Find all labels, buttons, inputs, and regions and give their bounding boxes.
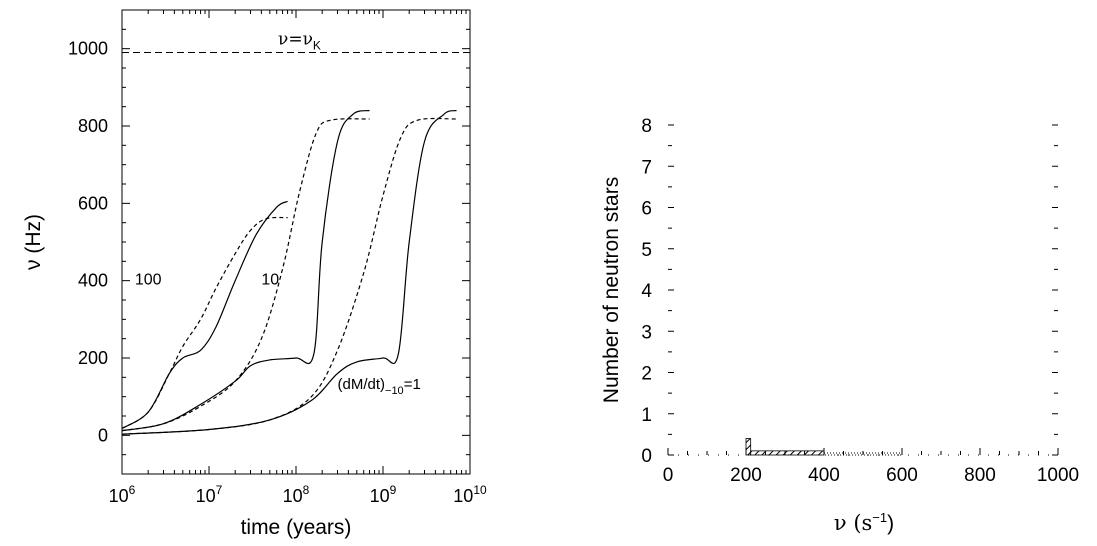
left-x-tick-label: 1010 — [453, 483, 487, 506]
histogram-bin-2 — [823, 452, 903, 456]
left-y-tick-label: 400 — [78, 271, 108, 291]
left-y-axis-label: ν (Hz) — [22, 214, 45, 270]
right-x-tick-label: 400 — [808, 465, 840, 486]
right-y-tick-label: 4 — [641, 281, 652, 302]
left-y-tick-label: 1000 — [68, 39, 108, 59]
series-curve-1-dashed — [121, 216, 288, 429]
series-curve-4-solid — [121, 109, 457, 435]
right-x-tick-label: 800 — [964, 465, 996, 486]
right-x-tick-label: 600 — [886, 465, 918, 486]
curve-annotations: 100 10 (dM/dt)−10=1 — [135, 272, 421, 397]
right-y-tick-label: 7 — [641, 157, 652, 178]
left-y-tick-label: 600 — [78, 193, 108, 213]
left-y-tick-label: 800 — [78, 116, 108, 136]
left-x-axis-label: time (years) — [241, 516, 352, 539]
histogram-chart: 0 200 400 600 800 1000 0 1 2 3 4 5 6 7 8 ν (s−1) Numbe… — [600, 116, 1079, 535]
annotation-100: 100 — [135, 272, 162, 289]
right-y-tick-label: 0 — [641, 446, 652, 467]
left-x-tick-label: 106 — [109, 483, 136, 506]
right-y-tick-label: 8 — [641, 116, 652, 137]
series-curve-5-dashed — [121, 117, 457, 435]
right-x-tick-label: 1000 — [1037, 465, 1079, 486]
annotation-accretion-rate: (dM/dt)−10=1 — [338, 376, 421, 397]
left-x-tick-label: 109 — [370, 483, 397, 506]
right-y-tick-label: 2 — [641, 364, 652, 385]
right-y-axis-label: Number of neutron stars — [600, 177, 623, 403]
right-x-axis-label: ν (s−1) — [834, 510, 894, 535]
series-curve-2-solid — [121, 109, 370, 432]
left-series-group — [121, 109, 457, 435]
histogram-bin-0 — [745, 438, 752, 456]
right-y-tick-label: 6 — [641, 199, 652, 220]
left-x-tick-label: 108 — [283, 483, 310, 506]
left-y-tick-label: 0 — [98, 425, 108, 445]
right-y-tick-label: 3 — [641, 322, 652, 343]
left-x-tick-label: 107 — [196, 483, 223, 506]
right-x-tick-label: 200 — [730, 465, 762, 486]
left-y-tick-label: 200 — [78, 348, 108, 368]
right-y-tick-label: 5 — [641, 240, 652, 261]
series-curve-0-solid — [121, 200, 288, 429]
right-x-tick-label: 0 — [663, 465, 674, 486]
annotation-10: 10 — [261, 272, 279, 289]
histogram-bin-1 — [750, 450, 825, 456]
kepler-line-label: ν=νK — [278, 30, 321, 53]
left-plot-frame — [121, 9, 471, 475]
histogram-bins — [745, 438, 903, 456]
right-y-tick-label: 1 — [641, 405, 652, 426]
series-curve-3-dashed — [121, 118, 370, 432]
right-axis-ticks: 0 200 400 600 800 1000 0 1 2 3 4 5 6 7 8 — [641, 116, 1079, 486]
